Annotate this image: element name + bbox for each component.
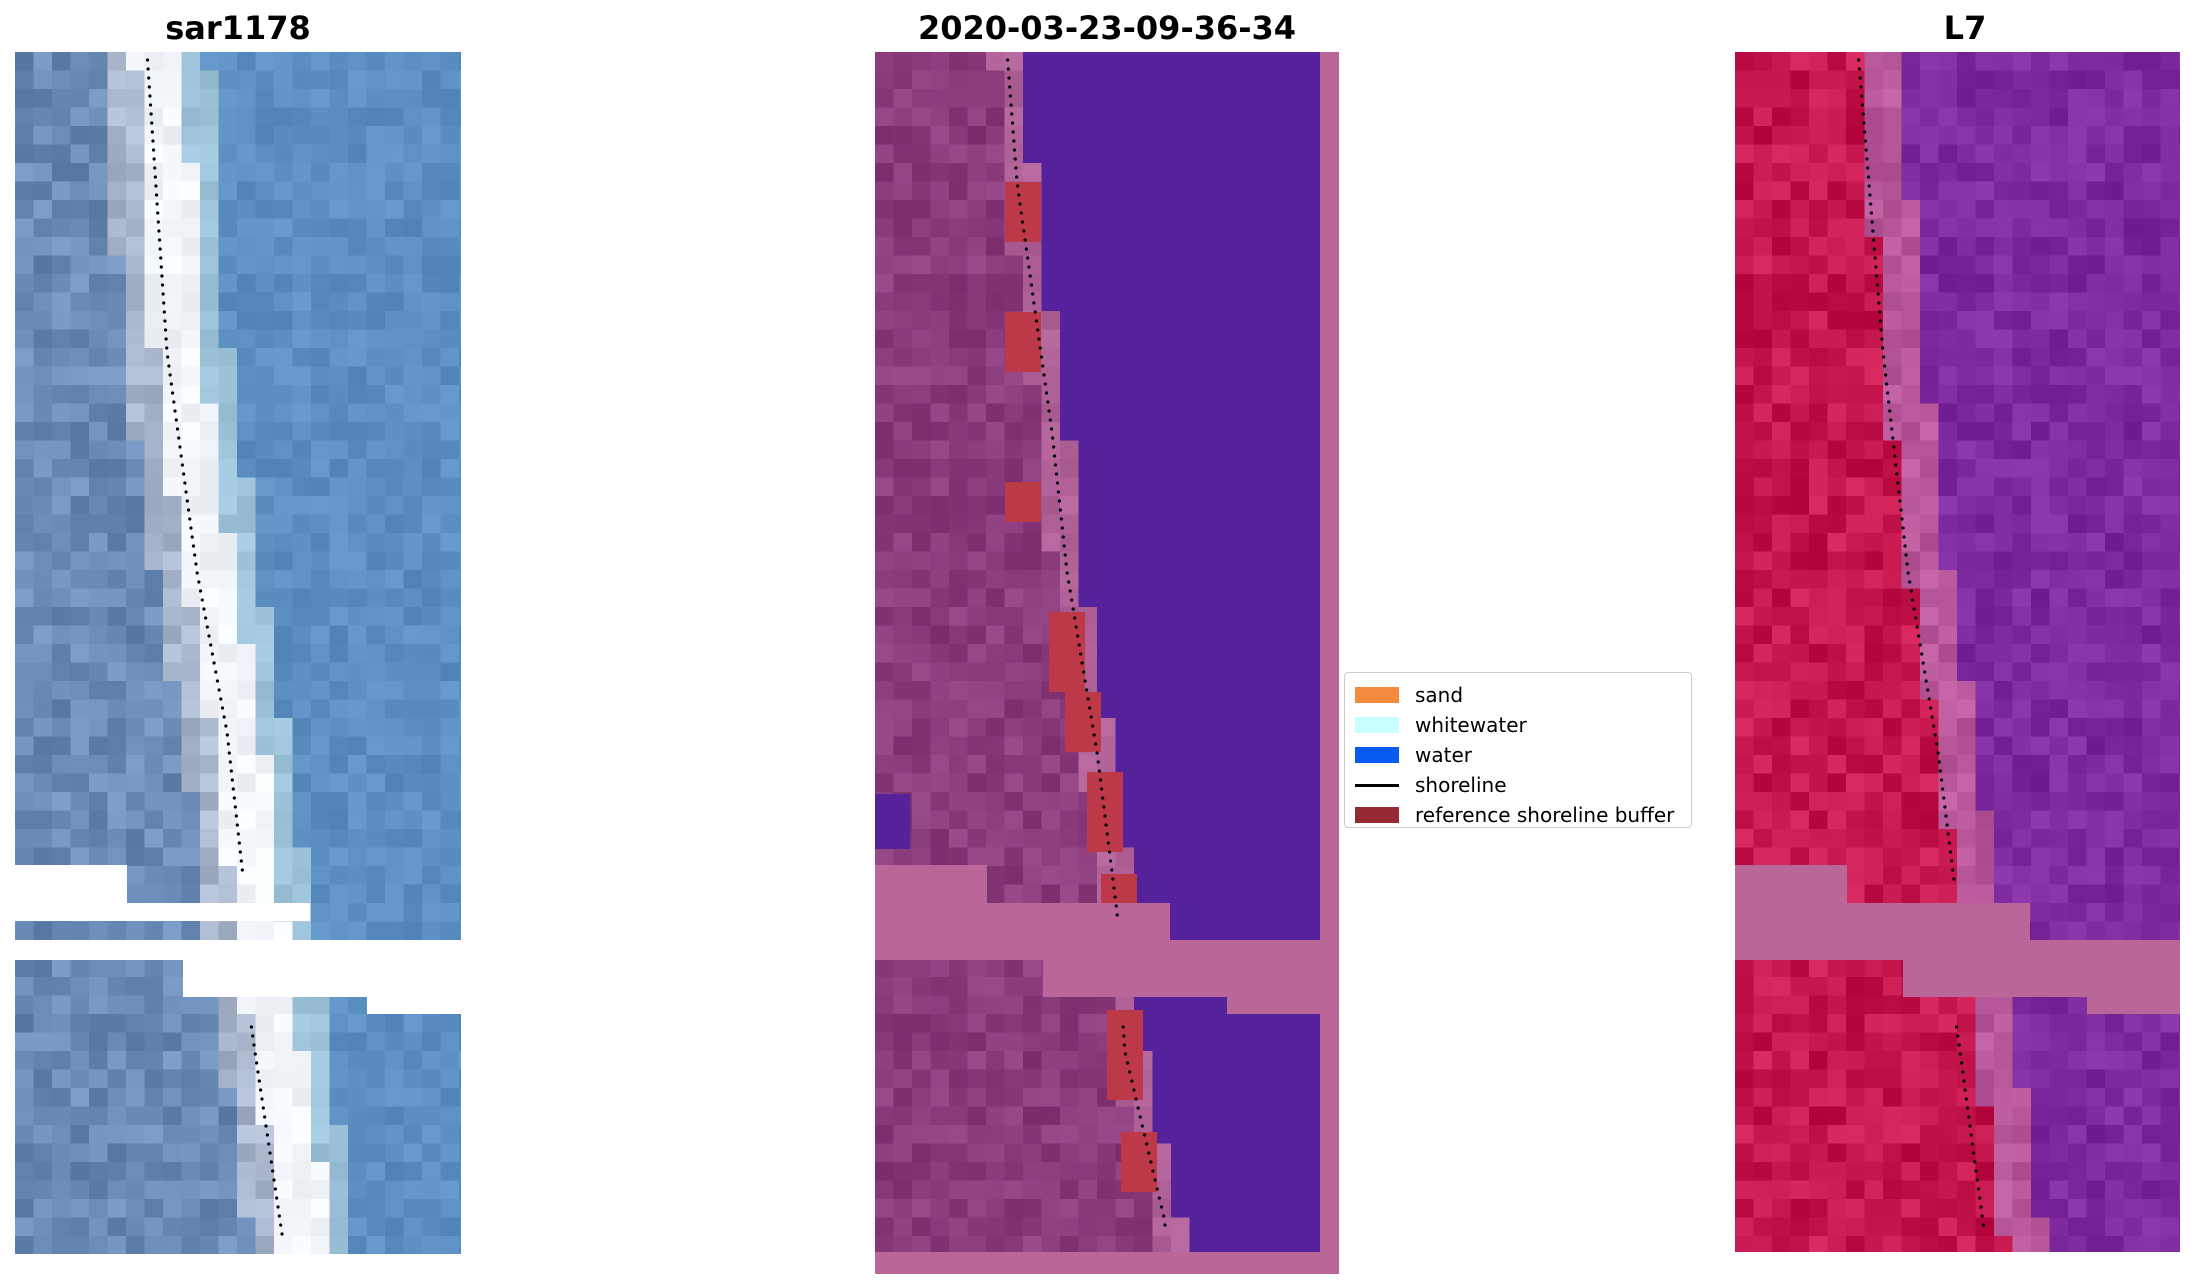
- buffer-block: [1065, 692, 1101, 752]
- legend-item-water: water: [1355, 740, 1681, 770]
- ndwi-panel: [1735, 52, 2195, 1274]
- legend-label-water: water: [1415, 743, 1472, 767]
- water-swatch: [1355, 747, 1399, 763]
- nodata-band: [875, 865, 987, 903]
- panel-title-rgb: sar1178: [165, 9, 311, 47]
- buffer-block: [1005, 182, 1041, 242]
- legend-item-buffer: reference shoreline buffer: [1355, 800, 1681, 830]
- buffer-block: [1005, 312, 1041, 372]
- shoreline-line-swatch: [1355, 783, 1399, 787]
- legend-item-shoreline: shoreline: [1355, 770, 1681, 800]
- classification-panel: [875, 52, 1339, 1274]
- rgb-image-panel: [15, 52, 461, 1254]
- legend-item-sand: sand: [1355, 680, 1681, 710]
- legend-label-shoreline: shoreline: [1415, 773, 1507, 797]
- panel-title-ndwi: L7: [1943, 9, 1987, 47]
- legend-label-whitewater: whitewater: [1415, 713, 1527, 737]
- panel-title-classification: 2020-03-23-09-36-34: [917, 9, 1297, 47]
- legend-label-sand: sand: [1415, 683, 1464, 707]
- nodata-gap: [15, 865, 127, 903]
- sand-swatch: [1355, 687, 1399, 703]
- nodata-band: [1735, 865, 1847, 903]
- buffer-block: [1005, 482, 1041, 522]
- legend-item-whitewater: whitewater: [1355, 710, 1681, 740]
- buffer-block: [1049, 612, 1085, 692]
- buffer-swatch: [1355, 807, 1399, 823]
- legend-label-buffer: reference shoreline buffer: [1415, 803, 1675, 827]
- buffer-block: [1101, 874, 1137, 904]
- whitewater-swatch: [1355, 717, 1399, 733]
- legend: sand whitewater water shoreline referenc…: [1344, 672, 1692, 828]
- buffer-block: [1087, 772, 1123, 852]
